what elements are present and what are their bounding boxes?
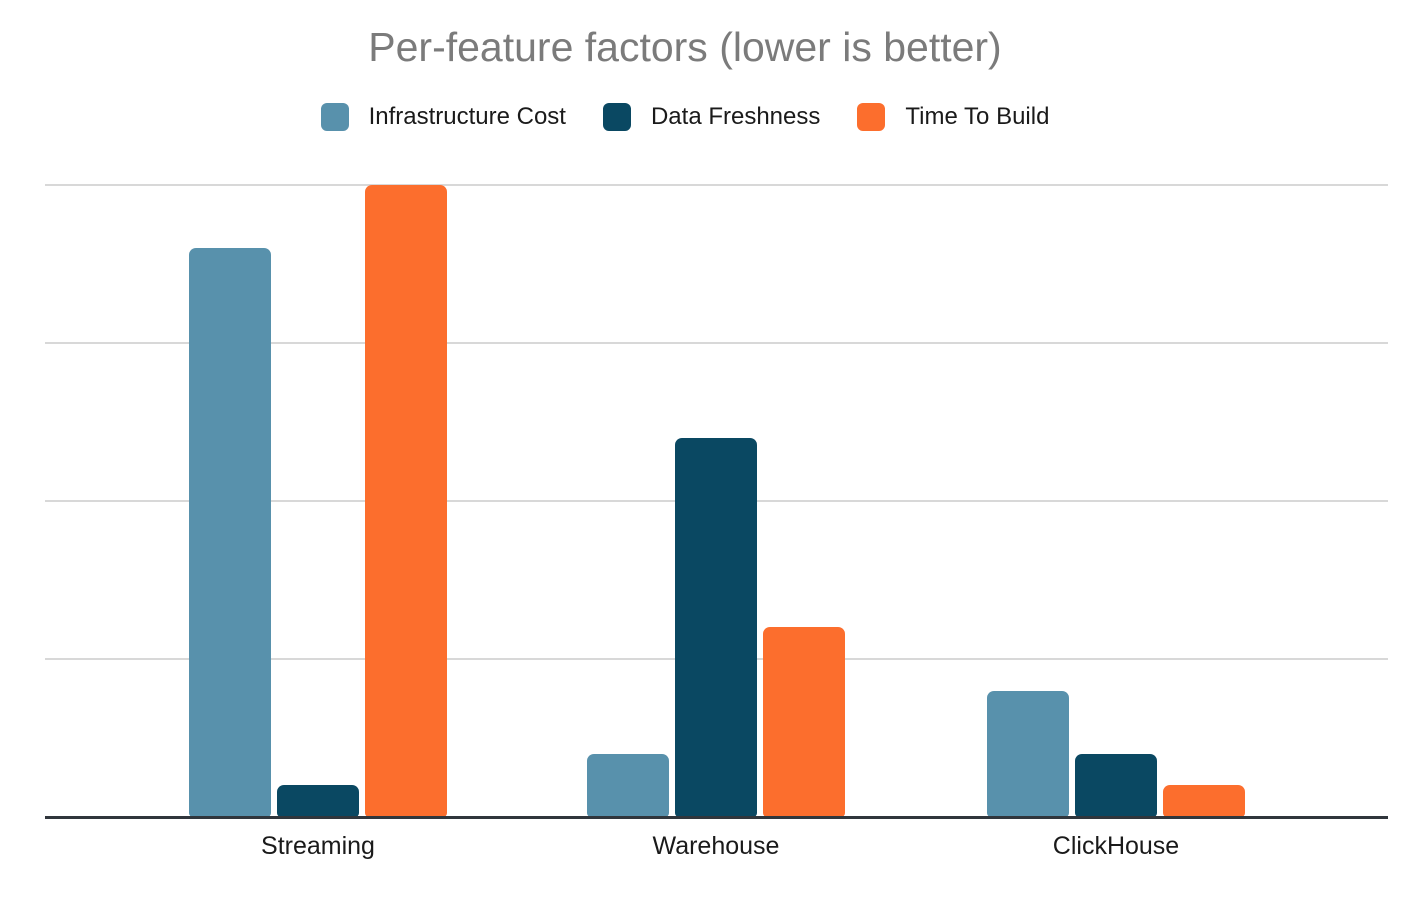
legend-item-time-to-build: Time To Build (857, 103, 1049, 131)
bar-clickhouse-infrastructure-cost (987, 691, 1069, 817)
legend-swatch (602, 103, 631, 131)
category-label-warehouse: Warehouse (652, 832, 780, 860)
category-label-clickhouse: ClickHouse (1052, 832, 1180, 860)
bar-streaming-infrastructure-cost (189, 248, 271, 817)
legend-label: Data Freshness (650, 103, 821, 130)
legend-label: Infrastructure Cost (368, 103, 566, 130)
legend-swatch (320, 103, 349, 131)
plot-area (45, 184, 1388, 819)
chart-header: Per-feature factors (lower is better) In… (0, 0, 1370, 131)
legend-swatch (857, 103, 886, 131)
gridline (45, 342, 1388, 344)
bar-group-streaming (189, 185, 447, 817)
bar-warehouse-infrastructure-cost (587, 754, 669, 817)
legend-item-data-freshness: Data Freshness (602, 103, 821, 131)
bar-streaming-time-to-build (365, 185, 447, 817)
bar-streaming-data-freshness (277, 785, 359, 817)
bar-group-clickhouse (987, 691, 1245, 817)
bar-warehouse-time-to-build (763, 627, 845, 817)
legend: Infrastructure Cost Data Freshness Time To… (0, 103, 1370, 131)
bar-clickhouse-data-freshness (1075, 754, 1157, 817)
legend-label: Time To Build (905, 103, 1050, 130)
gridline (45, 184, 1388, 186)
chart-title: Per-feature factors (lower is better) (368, 24, 1002, 70)
bar-warehouse-data-freshness (675, 438, 757, 817)
bar-group-warehouse (587, 438, 845, 817)
x-axis-line (45, 816, 1388, 819)
category-label-streaming: Streaming (261, 832, 375, 860)
legend-item-infrastructure-cost: Infrastructure Cost (320, 103, 566, 131)
bar-clickhouse-time-to-build (1163, 785, 1245, 817)
